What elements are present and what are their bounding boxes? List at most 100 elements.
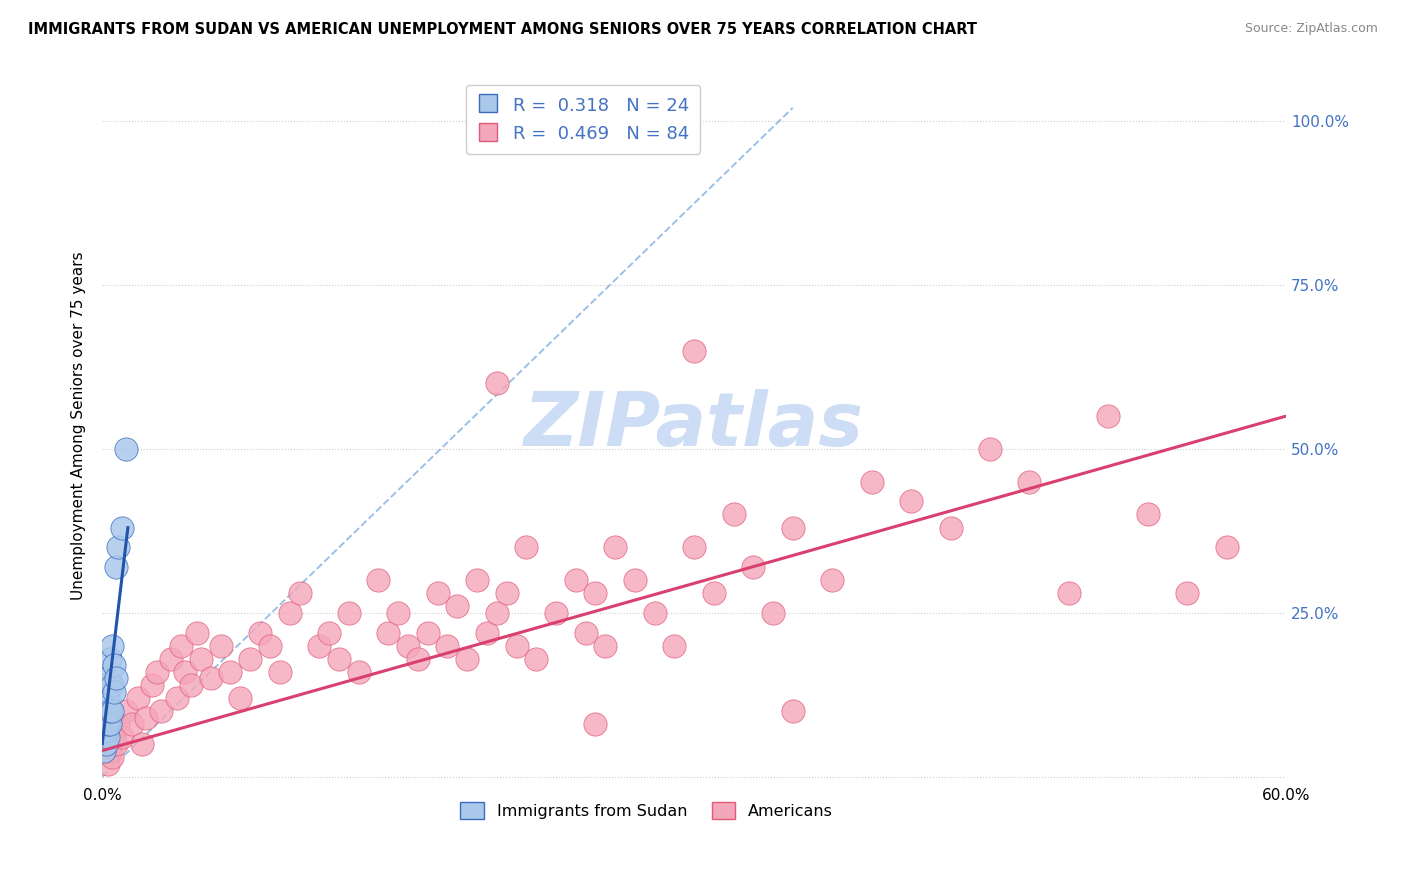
Point (131, 737, 153, 751)
Point (367, 573, 389, 587)
Point (103, 731, 125, 745)
Point (762, 606, 785, 620)
Point (328, 652, 350, 666)
Point (107, 541, 129, 555)
Point (664, 639, 686, 653)
Point (485, 606, 508, 620)
Point (318, 625, 340, 640)
Text: ZIPatlas: ZIPatlas (524, 390, 865, 462)
Point (544, 606, 567, 620)
Point (93, 743, 115, 757)
Point (377, 625, 399, 640)
Point (97, 756, 120, 771)
Point (416, 625, 439, 640)
Point (347, 665, 370, 679)
Point (105, 737, 128, 751)
Point (97, 672, 120, 686)
Point (515, 541, 537, 555)
Point (939, 520, 962, 534)
Point (98, 652, 121, 666)
Point (436, 639, 458, 653)
Point (190, 652, 212, 666)
Point (105, 560, 128, 574)
Point (583, 717, 606, 731)
Point (396, 639, 419, 653)
Point (93, 717, 115, 731)
Point (337, 606, 360, 620)
Point (979, 442, 1001, 456)
Point (115, 442, 138, 456)
Text: IMMIGRANTS FROM SUDAN VS AMERICAN UNEMPLOYMENT AMONG SENIORS OVER 75 YEARS CORRE: IMMIGRANTS FROM SUDAN VS AMERICAN UNEMPL… (28, 22, 977, 37)
Point (1175, 586, 1198, 600)
Point (146, 665, 169, 679)
Point (103, 658, 125, 673)
Point (96, 737, 118, 751)
Point (387, 606, 409, 620)
Point (624, 573, 647, 587)
Point (1057, 586, 1080, 600)
Point (505, 639, 527, 653)
Point (127, 691, 149, 706)
Point (564, 573, 586, 587)
Point (97, 731, 120, 745)
Point (166, 691, 188, 706)
Point (742, 560, 765, 574)
Point (1018, 475, 1040, 489)
Point (170, 639, 193, 653)
Point (683, 343, 706, 358)
Point (101, 750, 124, 764)
Point (249, 625, 271, 640)
Point (465, 573, 488, 587)
Point (96, 678, 118, 692)
Point (186, 625, 208, 640)
Point (160, 652, 183, 666)
Point (115, 704, 138, 718)
Point (406, 652, 429, 666)
Point (426, 586, 449, 600)
Point (683, 541, 706, 555)
Point (475, 625, 498, 640)
Point (485, 376, 508, 391)
Point (229, 691, 252, 706)
Point (96, 723, 118, 738)
Point (96, 704, 118, 718)
Point (93, 731, 115, 745)
Point (583, 586, 606, 600)
Point (644, 606, 666, 620)
Point (111, 731, 134, 745)
Point (782, 520, 804, 534)
Point (101, 704, 124, 718)
Point (107, 717, 129, 731)
Point (111, 520, 134, 534)
Point (821, 573, 844, 587)
Point (1097, 409, 1119, 423)
Point (98, 717, 121, 731)
Point (860, 475, 883, 489)
Point (495, 586, 517, 600)
Text: Source: ZipAtlas.com: Source: ZipAtlas.com (1244, 22, 1378, 36)
Point (101, 639, 124, 653)
Point (278, 606, 301, 620)
Point (101, 678, 124, 692)
Point (605, 541, 627, 555)
Point (180, 678, 202, 692)
Point (900, 494, 922, 508)
Point (209, 639, 232, 653)
Point (524, 652, 547, 666)
Point (141, 678, 163, 692)
Point (103, 684, 125, 698)
Point (97, 717, 120, 731)
Point (135, 711, 157, 725)
Point (723, 508, 745, 522)
Point (1216, 541, 1239, 555)
Point (98, 743, 121, 757)
Point (200, 672, 222, 686)
Point (456, 652, 478, 666)
Point (595, 639, 617, 653)
Point (98, 704, 121, 718)
Point (703, 586, 725, 600)
Point (174, 665, 197, 679)
Point (259, 639, 281, 653)
Point (288, 586, 311, 600)
Point (1136, 508, 1159, 522)
